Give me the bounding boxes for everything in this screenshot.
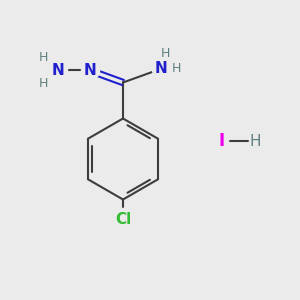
Text: Cl: Cl bbox=[115, 212, 131, 226]
Text: H: H bbox=[160, 47, 170, 60]
Text: H: H bbox=[39, 51, 48, 64]
Text: H: H bbox=[171, 62, 181, 76]
Text: H: H bbox=[39, 76, 48, 90]
Text: I: I bbox=[219, 132, 225, 150]
Text: H: H bbox=[249, 134, 261, 148]
Text: N: N bbox=[52, 63, 65, 78]
Text: N: N bbox=[84, 63, 96, 78]
Text: N: N bbox=[154, 61, 167, 76]
